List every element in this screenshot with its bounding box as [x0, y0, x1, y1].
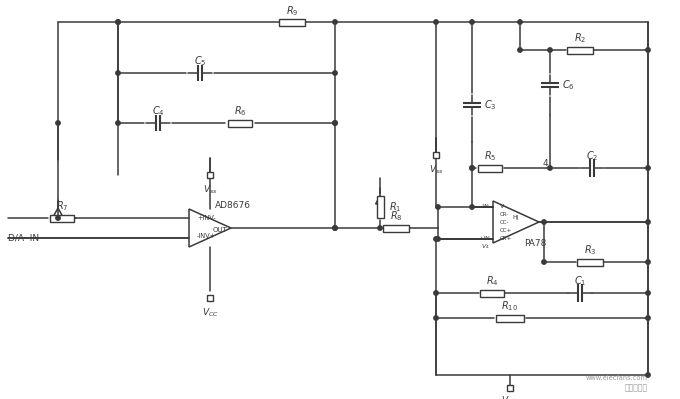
- Circle shape: [378, 226, 382, 230]
- Circle shape: [646, 260, 650, 264]
- Text: $C_1$: $C_1$: [574, 274, 586, 288]
- Circle shape: [116, 71, 120, 75]
- Circle shape: [470, 205, 474, 209]
- Bar: [433, 152, 439, 158]
- Circle shape: [434, 316, 438, 320]
- Circle shape: [333, 71, 337, 75]
- Text: $R_8$: $R_8$: [390, 209, 403, 223]
- Circle shape: [470, 166, 474, 170]
- Circle shape: [333, 226, 337, 230]
- Text: +IN: +IN: [478, 237, 490, 241]
- Circle shape: [116, 121, 120, 125]
- Text: $R_7$: $R_7$: [56, 199, 68, 213]
- Circle shape: [470, 166, 474, 170]
- Text: $R_2$: $R_2$: [574, 31, 586, 45]
- Circle shape: [434, 20, 438, 24]
- Circle shape: [333, 20, 337, 24]
- Text: 电子发烧友: 电子发烧友: [625, 383, 648, 393]
- Circle shape: [56, 216, 61, 220]
- Bar: [279, 18, 305, 26]
- Text: OUT: OUT: [213, 227, 228, 233]
- Circle shape: [434, 291, 438, 295]
- Bar: [207, 295, 213, 301]
- Text: 4: 4: [542, 160, 548, 168]
- Text: D/A  IN: D/A IN: [8, 233, 39, 243]
- Circle shape: [542, 220, 546, 224]
- Circle shape: [116, 20, 120, 24]
- Bar: [50, 215, 74, 221]
- Bar: [228, 119, 252, 126]
- Text: $C_2$: $C_2$: [586, 149, 598, 163]
- Circle shape: [116, 20, 120, 24]
- Circle shape: [646, 316, 650, 320]
- Text: $R_4$: $R_4$: [486, 274, 498, 288]
- Text: $R_3$: $R_3$: [583, 243, 596, 257]
- Text: V-: V-: [500, 205, 506, 209]
- Circle shape: [548, 48, 552, 52]
- Text: CC-: CC-: [500, 221, 509, 225]
- Text: www.elecfans.com: www.elecfans.com: [586, 375, 648, 381]
- Text: CC+: CC+: [500, 229, 512, 233]
- Circle shape: [646, 291, 650, 295]
- Text: CR+: CR+: [500, 237, 512, 241]
- Text: $R_5$: $R_5$: [483, 149, 496, 163]
- Text: $R_6$: $R_6$: [234, 104, 246, 118]
- Circle shape: [56, 121, 61, 125]
- Text: PA78: PA78: [524, 239, 546, 249]
- Text: -INV+: -INV+: [197, 233, 216, 239]
- Bar: [577, 259, 603, 265]
- Text: $V_{ss}$: $V_{ss}$: [203, 184, 218, 196]
- Bar: [377, 196, 384, 218]
- Text: $V_4$: $V_4$: [481, 243, 490, 251]
- Text: $C_3$: $C_3$: [484, 98, 496, 112]
- Text: $V_{ss}$: $V_{ss}$: [428, 164, 443, 176]
- Text: +INV-: +INV-: [197, 215, 216, 221]
- Bar: [478, 164, 502, 172]
- Text: $C_5$: $C_5$: [194, 54, 206, 68]
- Text: HJ: HJ: [512, 215, 519, 221]
- Text: $C_6$: $C_6$: [562, 78, 575, 92]
- Text: $V_{CC}$: $V_{CC}$: [201, 307, 218, 319]
- Circle shape: [542, 260, 546, 264]
- Circle shape: [646, 166, 650, 170]
- Circle shape: [333, 226, 337, 230]
- Circle shape: [517, 48, 522, 52]
- Circle shape: [333, 121, 337, 125]
- Text: $R_1$: $R_1$: [389, 200, 401, 214]
- Text: -IN: -IN: [481, 205, 490, 209]
- Circle shape: [646, 48, 650, 52]
- Circle shape: [436, 237, 440, 241]
- Text: $R_{10}$: $R_{10}$: [501, 299, 519, 313]
- Bar: [480, 290, 504, 296]
- Circle shape: [646, 220, 650, 224]
- Bar: [567, 47, 593, 53]
- Text: $C_4$: $C_4$: [152, 104, 165, 118]
- Circle shape: [333, 121, 337, 125]
- Bar: [496, 314, 524, 322]
- Circle shape: [646, 373, 650, 377]
- Circle shape: [436, 205, 440, 209]
- Bar: [383, 225, 409, 231]
- Circle shape: [470, 20, 474, 24]
- Bar: [207, 172, 213, 178]
- Bar: [507, 385, 513, 391]
- Text: CR-: CR-: [500, 213, 509, 217]
- Circle shape: [548, 166, 552, 170]
- Text: $V_{DD}$: $V_{DD}$: [501, 395, 519, 399]
- Circle shape: [434, 237, 438, 241]
- Circle shape: [517, 20, 522, 24]
- Text: AD8676: AD8676: [215, 201, 251, 211]
- Text: $R_9$: $R_9$: [286, 4, 299, 18]
